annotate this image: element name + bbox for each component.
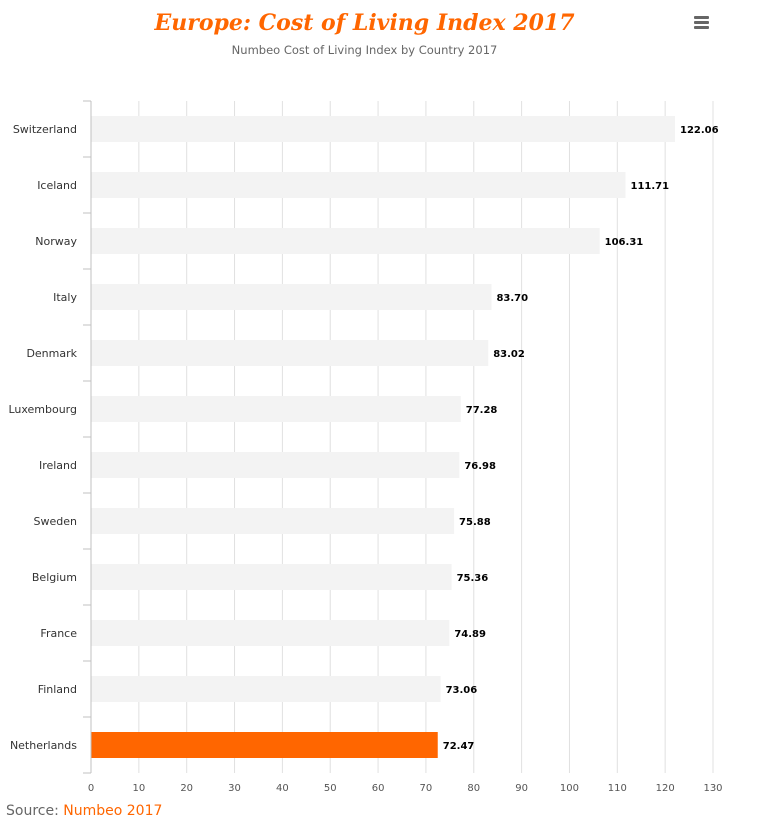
bar-sweden[interactable]: [91, 508, 455, 534]
hamburger-menu-icon: [694, 16, 709, 19]
x-tick-label: 10: [132, 783, 145, 794]
hamburger-menu-icon-bar: [694, 26, 709, 29]
bar-iceland[interactable]: [91, 172, 626, 198]
bar-switzerland[interactable]: [91, 116, 676, 142]
data-label: 83.70: [496, 293, 528, 304]
hamburger-menu-icon-bar: [694, 21, 709, 24]
bar-norway[interactable]: [91, 228, 600, 254]
x-tick-label: 110: [608, 783, 627, 794]
bars: [91, 116, 676, 758]
source-prefix: Source:: [6, 803, 64, 819]
data-label: 106.31: [605, 237, 644, 248]
category-label: Sweden: [34, 515, 77, 528]
category-label: Italy: [53, 291, 77, 304]
category-label: Iceland: [37, 179, 77, 192]
data-label: 74.89: [454, 629, 486, 640]
category-label: Switzerland: [13, 123, 77, 136]
bar-france[interactable]: [91, 620, 450, 646]
x-tick-label: 120: [656, 783, 675, 794]
source-link[interactable]: Numbeo 2017: [63, 803, 163, 819]
x-tick-label: 0: [88, 783, 94, 794]
grid-lines: [138, 101, 714, 773]
x-tick-label: 70: [420, 783, 433, 794]
category-label: Finland: [38, 683, 77, 696]
x-tick-label: 30: [228, 783, 241, 794]
bar-denmark[interactable]: [91, 340, 489, 366]
category-label: Belgium: [32, 571, 77, 584]
data-label: 75.88: [459, 517, 491, 528]
data-label: 83.02: [493, 349, 525, 360]
category-label: Norway: [35, 235, 77, 248]
data-label: 122.06: [680, 125, 719, 136]
x-tick-label: 90: [515, 783, 528, 794]
chart-subtitle: Numbeo Cost of Living Index by Country 2…: [231, 43, 498, 57]
data-label: 111.71: [630, 181, 669, 192]
bar-netherlands[interactable]: [91, 732, 438, 758]
data-labels: 122.06 111.71 106.31 83.70 83.02 77.28 76.98 75…: [443, 125, 719, 752]
category-axis: Switzerland Iceland Norway Italy Denmark Luxe…: [8, 100, 92, 774]
data-label: 73.06: [446, 685, 478, 696]
category-label: Netherlands: [10, 739, 77, 752]
x-tick-label: 50: [324, 783, 337, 794]
x-tick-label: 130: [703, 783, 722, 794]
chart-menu-button[interactable]: [690, 13, 714, 33]
x-tick-label: 60: [372, 783, 385, 794]
data-label: 76.98: [464, 461, 496, 472]
value-axis: 0 10 20 30 40 50 60 70 80 90 100 110 120 130: [88, 783, 723, 794]
x-tick-label: 40: [276, 783, 289, 794]
chart-title: Europe: Cost of Living Index 2017: [154, 10, 575, 36]
bar-ireland[interactable]: [91, 452, 460, 478]
category-label: Ireland: [39, 459, 77, 472]
data-label: 77.28: [466, 405, 498, 416]
bar-luxembourg[interactable]: [91, 396, 461, 422]
category-label: Denmark: [26, 347, 77, 360]
data-label: 75.36: [457, 573, 489, 584]
x-tick-label: 80: [467, 783, 480, 794]
x-tick-label: 20: [180, 783, 193, 794]
bar-italy[interactable]: [91, 284, 492, 310]
x-tick-label: 100: [560, 783, 579, 794]
data-label: 72.47: [443, 741, 475, 752]
category-label: Luxembourg: [8, 403, 77, 416]
bar-finland[interactable]: [91, 676, 441, 702]
source-credit: Source: Numbeo 2017: [6, 803, 162, 819]
category-label: France: [40, 627, 77, 640]
bar-belgium[interactable]: [91, 564, 452, 590]
